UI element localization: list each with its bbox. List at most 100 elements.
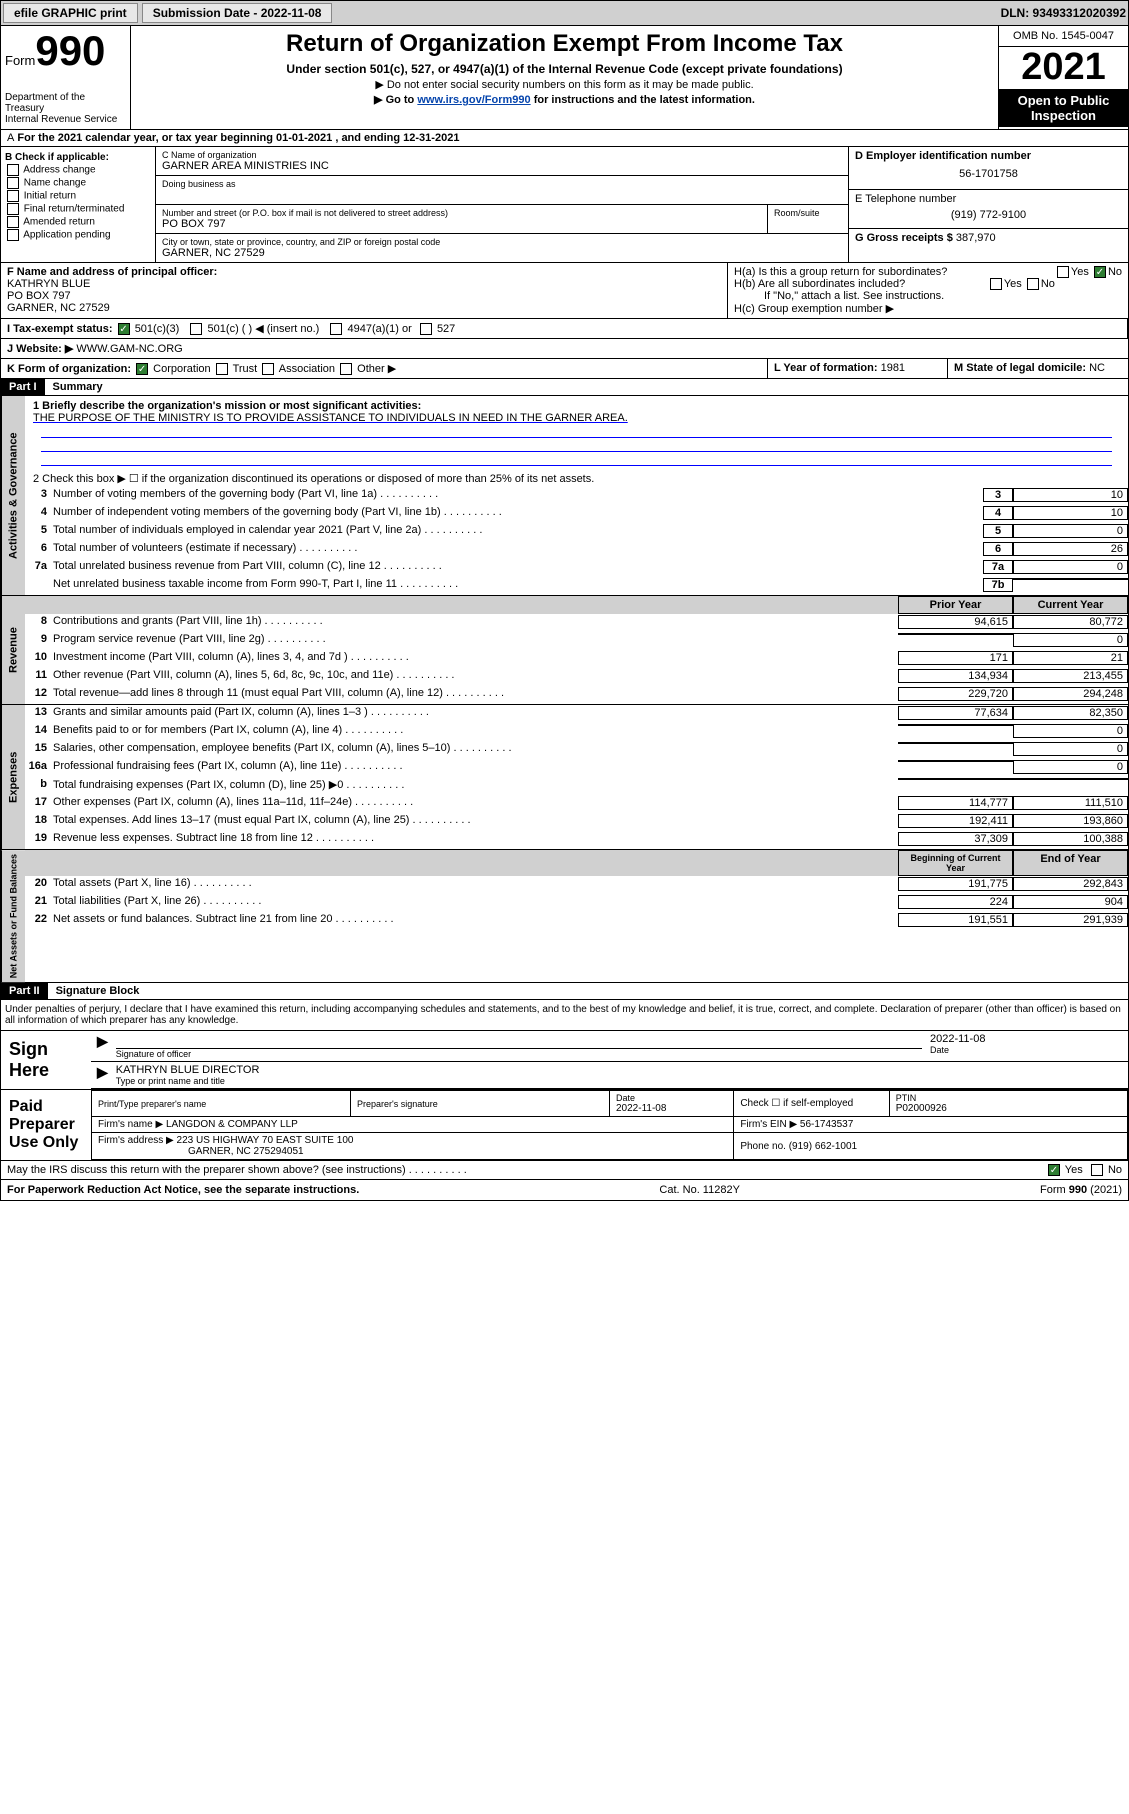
part2-header: Part II Signature Block (0, 983, 1129, 1000)
cb-trust[interactable] (216, 363, 228, 375)
gross-value: 387,970 (956, 232, 996, 244)
footer-right: Form 990 (2021) (1040, 1184, 1122, 1196)
prep-date: 2022-11-08 (616, 1103, 727, 1114)
firm-addr-label: Firm's address ▶ (98, 1135, 174, 1146)
officer-addr1: PO BOX 797 (7, 290, 721, 302)
phone-label: E Telephone number (855, 193, 1122, 205)
sig-date: 2022-11-08 (930, 1033, 1122, 1045)
city-label: City or town, state or province, country… (162, 237, 842, 247)
box-l-label: L Year of formation: (774, 362, 878, 374)
officer-addr2: GARNER, NC 27529 (7, 302, 721, 314)
org-name: GARNER AREA MINISTRIES INC (162, 160, 842, 172)
dba-label: Doing business as (162, 179, 842, 189)
box-b-header: B Check if applicable: (5, 152, 151, 163)
cb-other[interactable] (340, 363, 352, 375)
preparer-table: Print/Type preparer's name Preparer's si… (91, 1090, 1128, 1160)
website-row: J Website: ▶ WWW.GAM-NC.ORG (0, 339, 1129, 359)
firm-city: GARNER, NC 275294051 (98, 1146, 304, 1157)
form-title: Return of Organization Exempt From Incom… (139, 30, 990, 58)
dln: DLN: 93493312020392 (1001, 6, 1126, 20)
sign-here-block: Sign Here ▶ Signature of officer 2022-11… (0, 1031, 1129, 1090)
instr-prefix: ▶ Go to (374, 94, 417, 106)
tax-year: 2021 (999, 47, 1128, 89)
form-number: 990 (35, 27, 105, 74)
cb-501c[interactable] (190, 323, 202, 335)
box-b: B Check if applicable: Address change Na… (1, 147, 156, 262)
cb-discuss-yes[interactable] (1048, 1164, 1060, 1176)
instr-ssn: ▶ Do not enter social security numbers o… (139, 78, 990, 91)
cb-corp[interactable] (136, 363, 148, 375)
line-14: 14 Benefits paid to or for members (Part… (25, 723, 1128, 741)
vlabel-revenue: Revenue (1, 596, 25, 704)
cb-final-return[interactable]: Final return/terminated (5, 203, 151, 215)
firm-ein: 56-1743537 (800, 1119, 853, 1130)
cb-4947[interactable] (330, 323, 342, 335)
form-subtitle: Under section 501(c), 527, or 4947(a)(1)… (139, 62, 990, 76)
vlabel-activities: Activities & Governance (1, 396, 25, 595)
check-self-employed[interactable]: Check ☐ if self-employed (734, 1091, 889, 1117)
addr-label: Number and street (or P.O. box if mail i… (162, 208, 761, 218)
line-20: 20 Total assets (Part X, line 16) 191,77… (25, 876, 1128, 894)
room-label: Room/suite (774, 208, 842, 218)
sig-officer-label: Signature of officer (116, 1049, 922, 1059)
mission-text: THE PURPOSE OF THE MINISTRY IS TO PROVID… (33, 412, 1120, 424)
hb-note: If "No," attach a list. See instructions… (734, 290, 1122, 302)
cb-527[interactable] (420, 323, 432, 335)
paid-preparer-block: Paid Preparer Use Only Print/Type prepar… (0, 1090, 1129, 1161)
opt-assoc: Association (279, 363, 335, 375)
ein-label: D Employer identification number (855, 150, 1122, 162)
hc-row: H(c) Group exemption number ▶ (734, 302, 1122, 315)
year-formation: 1981 (881, 362, 905, 374)
cb-discuss-no[interactable] (1091, 1164, 1103, 1176)
cb-amended[interactable]: Amended return (5, 216, 151, 228)
entity-info: B Check if applicable: Address change Na… (0, 147, 1129, 263)
vlabel-expenses: Expenses (1, 705, 25, 849)
part1-header: Part I Summary (0, 379, 1129, 396)
l2-text: 2 Check this box ▶ ☐ if the organization… (25, 470, 1128, 487)
cb-address-change[interactable]: Address change (5, 164, 151, 176)
box-m-label: M State of legal domicile: (954, 362, 1086, 374)
form-org-row: K Form of organization: Corporation Trus… (0, 359, 1129, 379)
officer-name: KATHRYN BLUE (7, 278, 721, 290)
cb-501c3[interactable] (118, 323, 130, 335)
activities-governance: Activities & Governance 1 Briefly descri… (0, 396, 1129, 596)
tax-status-label: I Tax-exempt status: (7, 323, 113, 335)
col-current: Current Year (1013, 596, 1128, 614)
col-end: End of Year (1013, 850, 1128, 876)
org-city: GARNER, NC 27529 (162, 247, 842, 259)
toolbar: efile GRAPHIC print Submission Date - 20… (0, 0, 1129, 26)
col-begin: Beginning of Current Year (898, 850, 1013, 876)
cb-assoc[interactable] (262, 363, 274, 375)
gross-label: G Gross receipts $ (855, 232, 953, 244)
discuss-row: May the IRS discuss this return with the… (0, 1161, 1129, 1180)
website-label: J Website: ▶ (7, 343, 73, 355)
legal-domicile: NC (1089, 362, 1105, 374)
irs-link[interactable]: www.irs.gov/Form990 (417, 94, 530, 106)
box-k-label: K Form of organization: (7, 363, 131, 375)
form-header: Form990 Department of the Treasury Inter… (0, 26, 1129, 130)
prep-name-label: Print/Type preparer's name (98, 1099, 344, 1109)
phone-value: (919) 772-9100 (855, 205, 1122, 225)
footer-left: For Paperwork Reduction Act Notice, see … (7, 1184, 359, 1196)
page-footer: For Paperwork Reduction Act Notice, see … (0, 1180, 1129, 1201)
col-prior: Prior Year (898, 596, 1013, 614)
opt-501c: 501(c) ( ) ◀ (insert no.) (208, 323, 320, 335)
part1-label: Part I (1, 379, 45, 395)
line-b: b Total fundraising expenses (Part IX, c… (25, 777, 1128, 795)
instr-link-row: ▶ Go to www.irs.gov/Form990 for instruct… (139, 93, 990, 106)
expenses-section: Expenses 13 Grants and similar amounts p… (0, 705, 1129, 850)
line-5: 5 Total number of individuals employed i… (25, 523, 1128, 541)
cb-name-change[interactable]: Name change (5, 177, 151, 189)
omb-number: OMB No. 1545-0047 (999, 26, 1128, 47)
efile-button[interactable]: efile GRAPHIC print (3, 3, 138, 23)
cb-initial-return[interactable]: Initial return (5, 190, 151, 202)
firm-label: Firm's name ▶ (98, 1119, 163, 1130)
prep-sig-label: Preparer's signature (357, 1099, 603, 1109)
line-16a: 16a Professional fundraising fees (Part … (25, 759, 1128, 777)
penalty-text: Under penalties of perjury, I declare th… (0, 1000, 1129, 1031)
footer-mid: Cat. No. 11282Y (659, 1184, 740, 1196)
tax-period: A For the 2021 calendar year, or tax yea… (0, 130, 1129, 147)
cb-app-pending[interactable]: Application pending (5, 229, 151, 241)
date-label: Date (930, 1045, 1122, 1055)
arrow-icon: ▶ (97, 1064, 108, 1086)
